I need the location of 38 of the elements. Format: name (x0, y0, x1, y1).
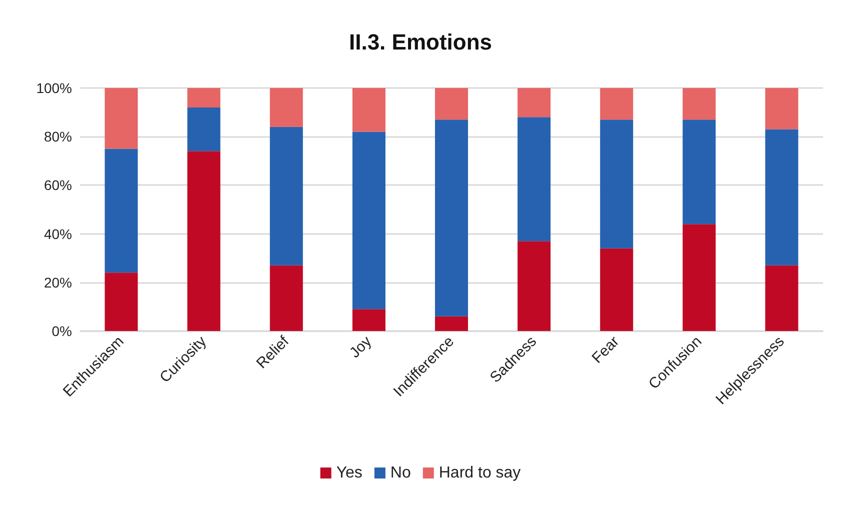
bar (434, 120, 468, 316)
bar (104, 88, 138, 149)
bar (187, 107, 220, 152)
bar (765, 265, 798, 331)
bar (104, 272, 138, 331)
bar (600, 120, 634, 248)
bar (600, 248, 634, 331)
bar (600, 88, 634, 120)
y-tick-label: 0% (52, 323, 72, 339)
chart-title: II.3. Emotions (348, 30, 492, 54)
y-tick-label: 20% (44, 274, 72, 290)
bar (682, 224, 716, 331)
bar (682, 120, 716, 224)
bar (352, 309, 386, 331)
bar (765, 88, 798, 130)
y-tick-label: 40% (44, 226, 72, 242)
bar (434, 316, 468, 331)
bar (104, 148, 138, 273)
bar (352, 132, 386, 310)
bar (518, 241, 551, 331)
bar (518, 117, 551, 242)
y-tick-label: 100% (36, 80, 72, 96)
bar (187, 88, 220, 108)
y-tick-label: 80% (44, 128, 72, 145)
legend-label: Yes (336, 464, 362, 482)
bar (434, 88, 468, 120)
bar (270, 265, 303, 331)
legend-label: Hard to say (438, 464, 521, 482)
bar (352, 88, 386, 132)
bar (682, 88, 716, 120)
legend-label: No (390, 464, 411, 482)
bar (270, 88, 303, 127)
x-tick-label: Joy (346, 332, 376, 362)
bar (765, 129, 798, 266)
bar (187, 151, 220, 331)
y-tick-label: 60% (44, 177, 72, 194)
bar (270, 126, 303, 266)
bar (518, 88, 551, 118)
